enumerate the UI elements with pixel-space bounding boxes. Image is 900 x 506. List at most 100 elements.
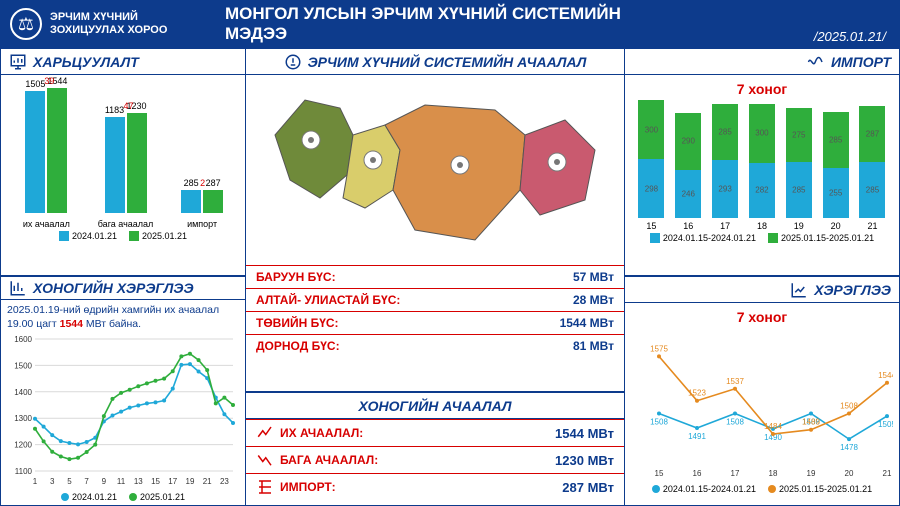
main-title: МОНГОЛ УЛСЫН ЭРЧИМ ХҮЧНИЙ СИСТЕМИЙН МЭДЭ…: [225, 4, 675, 44]
presentation-icon: [9, 53, 27, 71]
svg-text:20: 20: [845, 469, 854, 478]
svg-text:1600: 1600: [14, 335, 32, 344]
svg-text:1489: 1489: [802, 418, 820, 427]
svg-text:1100: 1100: [15, 467, 33, 476]
panel-system-load: ЭРЧИМ ХҮЧНИЙ СИСТЕМИЙН АЧААЛАЛ БАР: [246, 48, 624, 392]
panel-title-comparison: ХАРЬЦУУЛАЛТ: [1, 49, 245, 75]
map-pin-icon: [302, 131, 320, 149]
daily-use-linechart: 1100120013001400150016001357911131517192…: [7, 333, 239, 487]
svg-text:21: 21: [203, 477, 212, 486]
import-stacked-chart: 2983001524629016293285172823001828527519…: [631, 101, 893, 231]
svg-text:1508: 1508: [726, 418, 744, 427]
panel-daily-load: ХОНОГИЙН АЧААЛАЛ ИХ АЧААЛАЛ:1544 МВтБАГА…: [246, 392, 624, 506]
panel-import: ИМПОРТ 7 хоног 2983001524629016293285172…: [624, 48, 900, 276]
map-pin-icon: [548, 153, 566, 171]
panel-title-system-load: ЭРЧИМ ХҮЧНИЙ СИСТЕМИЙН АЧААЛАЛ: [246, 49, 624, 75]
header: ⚖ ЭРЧИМ ХҮЧНИЙ ЗОХИЦУУЛАХ ХОРОО МОНГОЛ У…: [0, 0, 900, 48]
legend-label: 2024.01.15-2024.01.21: [663, 484, 756, 494]
region-row: АЛТАЙ- УЛИАСТАЙ БҮС:28 МВт: [246, 288, 624, 311]
region-row: ТӨВИЙН БҮС:1544 МВт: [246, 311, 624, 334]
panel-comparison: ХАРЬЦУУЛАЛТ 1505154439их ачаалал11831230…: [0, 48, 246, 276]
panel-title-import: ИМПОРТ: [625, 49, 899, 75]
svg-text:11: 11: [117, 477, 126, 486]
title-text: ХЭРЭГЛЭЭ: [814, 282, 891, 298]
title-text: ХОНОГИЙН ХЭРЭГЛЭЭ: [33, 280, 194, 296]
legend-label: 2024.01.21: [72, 492, 117, 502]
svg-text:23: 23: [220, 477, 229, 486]
daily-use-legend: 2024.01.21 2025.01.21: [7, 492, 239, 502]
legend-label: 2025.01.21: [140, 492, 185, 502]
comparison-legend: 2024.01.21 2025.01.21: [7, 231, 239, 241]
usage7-subtitle: 7 хоног: [631, 309, 893, 325]
svg-text:15: 15: [151, 477, 160, 486]
region-row: БАРУУН БҮС:57 МВт: [246, 265, 624, 288]
svg-text:7: 7: [84, 477, 89, 486]
logo-icon: ⚖: [10, 8, 42, 40]
svg-text:21: 21: [883, 469, 892, 478]
comparison-chart: 1505154439их ачаалал1183123047бага ачаал…: [7, 79, 239, 229]
svg-text:1508: 1508: [840, 402, 858, 411]
svg-text:1575: 1575: [650, 344, 668, 353]
daily-use-note: 2025.01.19-ний өдрийн хамгийн их ачаалал…: [7, 304, 239, 331]
mongolia-map: [265, 80, 605, 260]
svg-text:1484: 1484: [764, 422, 782, 431]
logo-block: ⚖ ЭРЧИМ ХҮЧНИЙ ЗОХИЦУУЛАХ ХОРОО: [10, 8, 167, 40]
panel-usage7: ХЭРЭГЛЭЭ 7 хоног 15081491150814901508147…: [624, 276, 900, 506]
svg-text:1: 1: [33, 477, 38, 486]
title-text: ХОНОГИЙН АЧААЛАЛ: [358, 398, 511, 414]
org-name: ЭРЧИМ ХҮЧНИЙ ЗОХИЦУУЛАХ ХОРОО: [50, 11, 167, 37]
power-icon: [284, 53, 302, 71]
svg-text:17: 17: [731, 469, 740, 478]
import-subtitle: 7 хоног: [631, 81, 893, 97]
svg-text:1400: 1400: [14, 388, 32, 397]
svg-text:1478: 1478: [840, 443, 858, 452]
svg-text:1505: 1505: [878, 420, 893, 429]
svg-text:19: 19: [186, 477, 195, 486]
daily-load-row: ИМПОРТ:287 МВт: [246, 473, 624, 500]
svg-text:17: 17: [168, 477, 177, 486]
svg-text:1537: 1537: [726, 377, 744, 386]
legend-label: 2024.01.15-2024.01.21: [663, 233, 756, 243]
svg-text:9: 9: [102, 477, 107, 486]
svg-text:1500: 1500: [14, 362, 32, 371]
title-text: ЭРЧИМ ХҮЧНИЙ СИСТЕМИЙН АЧААЛАЛ: [308, 54, 587, 70]
legend-label: 2025.01.15-2025.01.21: [779, 484, 872, 494]
daily-load-row: БАГА АЧААЛАЛ:1230 МВт: [246, 446, 624, 473]
map-pin-icon: [451, 156, 469, 174]
panel-daily-usage: ХОНОГИЙН ХЭРЭГЛЭЭ 2025.01.19-ний өдрийн …: [0, 276, 246, 506]
svg-text:1200: 1200: [14, 441, 32, 450]
region-row: ДОРНОД БҮС:81 МВт: [246, 334, 624, 357]
svg-text:16: 16: [693, 469, 702, 478]
wave-icon: [807, 53, 825, 71]
usage7-legend: 2024.01.15-2024.01.21 2025.01.15-2025.01…: [631, 484, 893, 494]
panel-title-usage7: ХЭРЭГЛЭЭ: [625, 277, 899, 303]
svg-text:1508: 1508: [650, 418, 668, 427]
svg-text:19: 19: [807, 469, 816, 478]
legend-label: 2025.01.15-2025.01.21: [781, 233, 874, 243]
daily-load-row: ИХ АЧААЛАЛ:1544 МВт: [246, 419, 624, 446]
daily-load-rows: ИХ АЧААЛАЛ:1544 МВтБАГА АЧААЛАЛ:1230 МВт…: [246, 419, 624, 505]
panel-title-daily-usage: ХОНОГИЙН ХЭРЭГЛЭЭ: [1, 277, 245, 300]
legend-label: 2024.01.21: [72, 231, 117, 241]
region-table: БАРУУН БҮС:57 МВтАЛТАЙ- УЛИАСТАЙ БҮС:28 …: [246, 265, 624, 357]
report-date: /2025.01.21/: [814, 29, 886, 44]
svg-text:15: 15: [655, 469, 664, 478]
svg-text:5: 5: [67, 477, 72, 486]
bar-chart-icon: [9, 279, 27, 297]
svg-text:13: 13: [134, 477, 143, 486]
org-line1: ЭРЧИМ ХҮЧНИЙ: [50, 11, 167, 24]
map-area: [246, 75, 624, 265]
panel-title-daily-load: ХОНОГИЙН АЧААЛАЛ: [246, 393, 624, 419]
svg-text:1523: 1523: [688, 389, 706, 398]
svg-text:1491: 1491: [688, 432, 706, 441]
legend-label: 2025.01.21: [142, 231, 187, 241]
usage7-linechart: 1508149115081490150814781505157515231537…: [631, 329, 893, 479]
import-legend: 2024.01.15-2024.01.21 2025.01.15-2025.01…: [631, 233, 893, 243]
svg-text:3: 3: [50, 477, 55, 486]
org-line2: ЗОХИЦУУЛАХ ХОРОО: [50, 24, 167, 37]
title-text: ХАРЬЦУУЛАЛТ: [33, 54, 139, 70]
svg-text:1300: 1300: [14, 414, 32, 423]
growth-icon: [790, 281, 808, 299]
title-text: ИМПОРТ: [831, 54, 891, 70]
map-pin-icon: [364, 151, 382, 169]
